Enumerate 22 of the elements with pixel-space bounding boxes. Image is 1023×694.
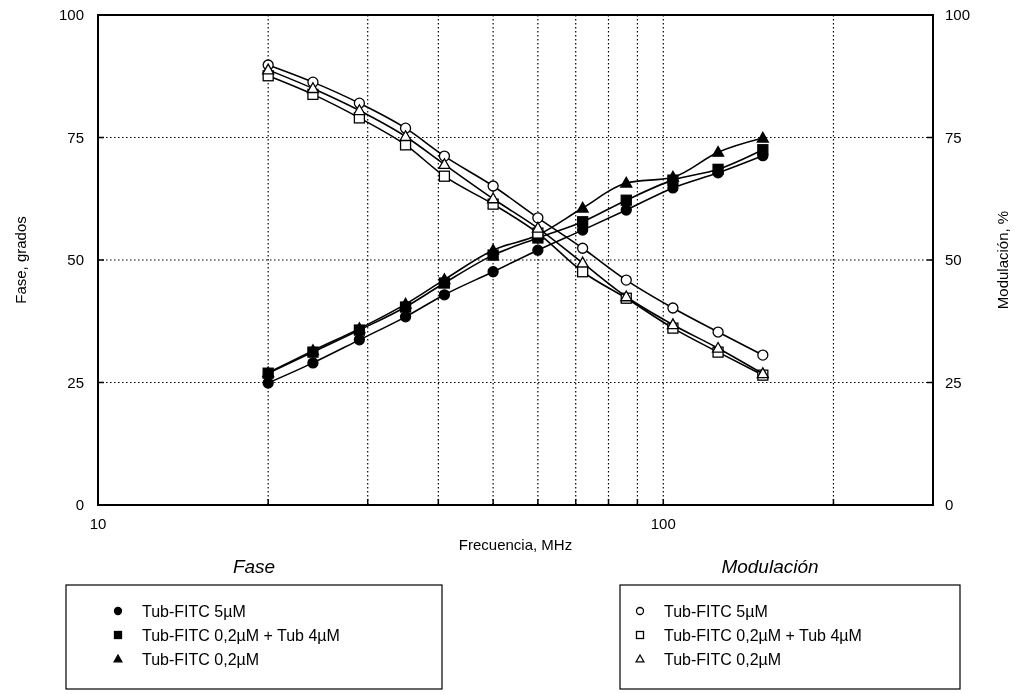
y-tick-label: 50	[67, 251, 84, 268]
y2-tick-label: 25	[945, 373, 962, 391]
text: Modulación	[721, 556, 819, 577]
y2-tick-label: 0	[945, 496, 954, 513]
y2-axis-title: Modulación, %	[994, 210, 1011, 310]
x-axis-title: Frecuencia, MHz	[458, 536, 573, 553]
x-tick-label: 10	[89, 515, 107, 532]
y-tick-label: 75	[67, 128, 84, 146]
legend-label: Tub-FITC 5µM	[664, 603, 768, 620]
y-tick-label: 25	[67, 373, 84, 391]
y-axis-title: Fase, grados	[12, 216, 29, 304]
y2-tick-label: 100	[945, 6, 971, 23]
text: Fase	[232, 556, 276, 577]
legend-label: Tub-FITC 0,2µM + Tub 4µM	[142, 627, 340, 644]
y-tick-label: 100	[58, 6, 84, 23]
legend-label: Tub-FITC 5µM	[142, 603, 246, 620]
y2-tick-label: 75	[945, 128, 962, 146]
legend-label: Tub-FITC 0,2µM + Tub 4µM	[664, 627, 862, 644]
legend-label: Tub-FITC 0,2µM	[142, 651, 260, 668]
legend-label: Tub-FITC 0,2µM	[664, 651, 782, 668]
y-tick-label: 0	[75, 496, 84, 513]
y2-tick-label: 50	[945, 251, 962, 268]
